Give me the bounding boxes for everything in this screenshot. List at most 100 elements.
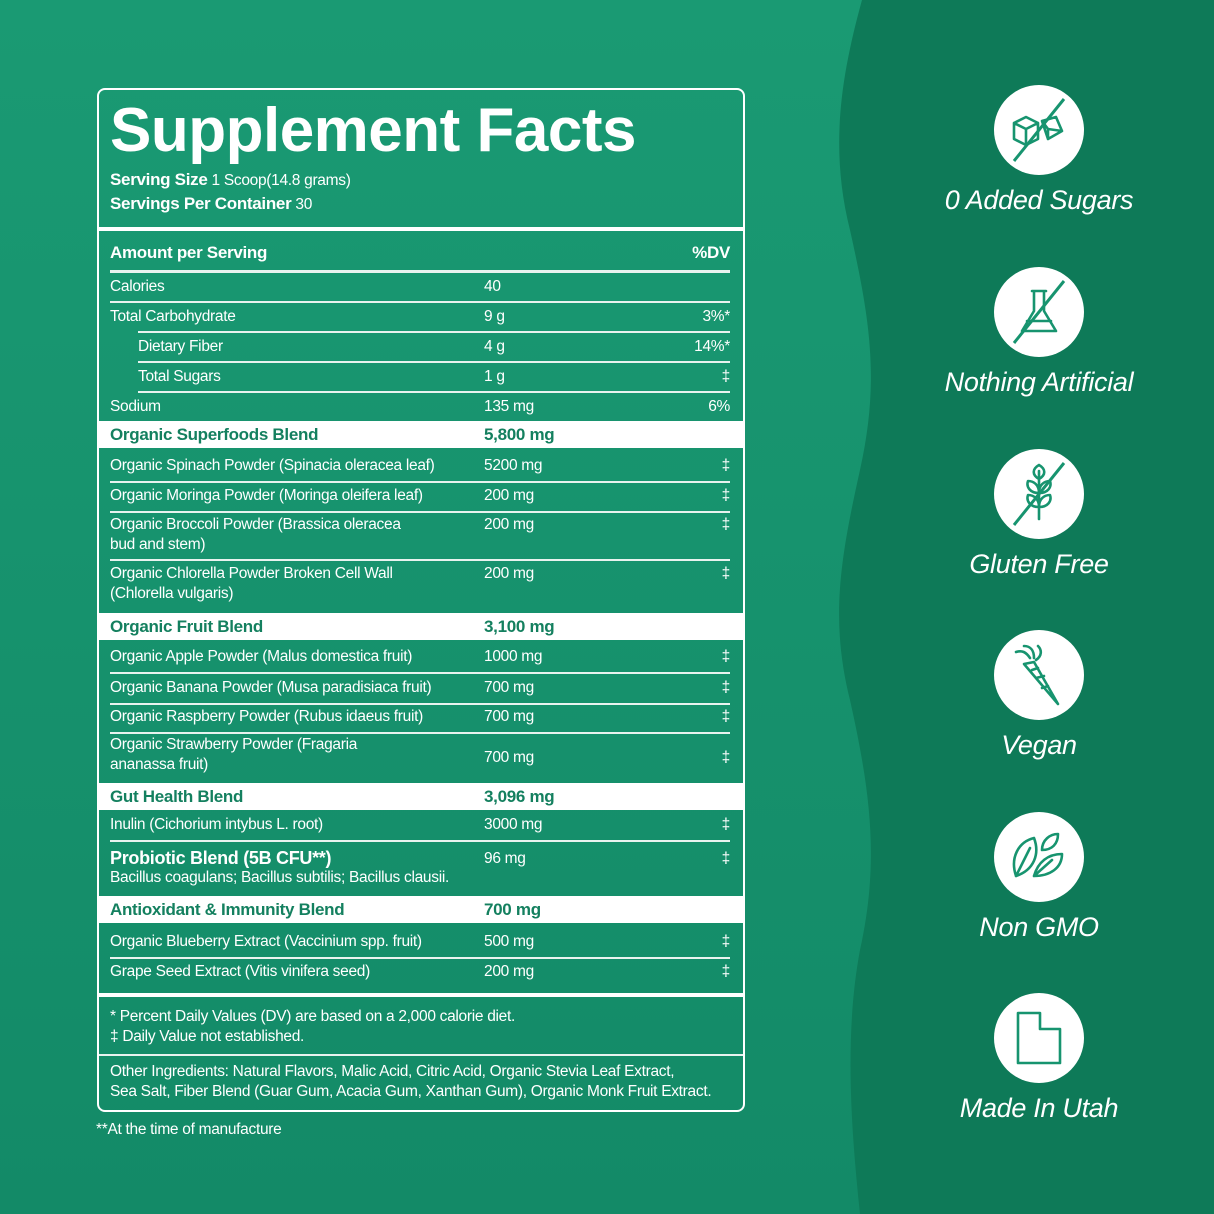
divider (110, 511, 730, 513)
nutrient-name: Total Carbohydrate (110, 308, 236, 325)
ingredient-dv: ‡ (721, 565, 731, 582)
no-flask-icon (994, 267, 1084, 357)
ingredient-dv: ‡ (721, 933, 731, 950)
badge-label: Nothing Artificial (944, 367, 1134, 397)
nutrient-amount: 40 (484, 278, 501, 295)
blend-header-band (99, 613, 743, 640)
ingredient-amount: 200 mg (484, 487, 534, 504)
ingredient-dv: ‡ (721, 457, 731, 474)
ingredient-name: Probiotic Blend (5B CFU**) (110, 848, 332, 868)
blend-header-band (99, 896, 743, 923)
divider (110, 732, 730, 734)
ingredient-name: Organic Strawberry Powder (Fragaria (110, 736, 358, 753)
ingredient-name: Organic Spinach Powder (Spinacia olerace… (110, 457, 435, 474)
badge-label: Vegan (1001, 730, 1077, 760)
blend-amount: 700 mg (484, 900, 541, 919)
divider (110, 481, 730, 483)
supplement-facts-panel (97, 88, 745, 1112)
badge-label: Non GMO (979, 912, 1099, 942)
ingredient-dv: ‡ (721, 487, 731, 504)
ingredient-name-continued: bud and stem) (110, 536, 206, 553)
nutrient-name: Calories (110, 278, 165, 295)
divider (110, 703, 730, 705)
divider (110, 957, 730, 959)
no-sugar-cubes-icon (994, 85, 1084, 175)
ingredient-name: Inulin (Cichorium intybus L. root) (110, 816, 323, 833)
ingredient-dv: ‡ (721, 850, 731, 867)
nutrient-name: Sodium (110, 398, 161, 415)
badge-vegan (994, 630, 1084, 720)
ingredient-amount: 700 mg (484, 749, 534, 766)
ingredient-amount: 200 mg (484, 516, 534, 533)
ingredient-name: Organic Chlorella Powder Broken Cell Wal… (110, 565, 393, 582)
nutrient-name: Dietary Fiber (138, 338, 223, 355)
ingredient-name: Organic Moringa Powder (Moringa oleifera… (110, 487, 423, 504)
ingredient-dv: ‡ (721, 816, 731, 833)
other-ingredients-line2: Sea Salt, Fiber Blend (Guar Gum, Acacia … (110, 1083, 712, 1100)
footnote-not-established: ‡ Daily Value not established. (110, 1028, 305, 1045)
manufacture-note: **At the time of manufacture (96, 1121, 282, 1138)
ingredient-amount: 500 mg (484, 933, 534, 950)
divider (138, 361, 730, 363)
nutrient-dv: 3%* (702, 308, 730, 325)
ingredient-amount: 700 mg (484, 708, 534, 725)
blend-header-band (99, 783, 743, 810)
badge-label: 0 Added Sugars (944, 185, 1134, 215)
nutrient-dv: 14%* (694, 338, 730, 355)
dv-header: %DV (692, 243, 730, 262)
blend-name: Organic Fruit Blend (110, 617, 263, 636)
badge-made-in-utah (994, 993, 1084, 1083)
divider (110, 840, 730, 842)
ingredient-name-continued: ananassa fruit) (110, 756, 209, 773)
ingredient-dv: ‡ (721, 679, 731, 696)
ingredient-dv: ‡ (721, 516, 731, 533)
badge-label: Gluten Free (969, 549, 1109, 579)
divider (110, 301, 730, 303)
ingredient-amount: 5200 mg (484, 457, 543, 474)
servings-label: Servings Per Container (110, 194, 292, 213)
ingredient-name: Organic Raspberry Powder (Rubus idaeus f… (110, 708, 423, 725)
blend-amount: 3,100 mg (484, 617, 555, 636)
carrot-icon (994, 630, 1084, 720)
nutrient-amount: 135 mg (484, 398, 534, 415)
badge-0-added-sugars (994, 85, 1084, 175)
blend-name: Gut Health Blend (110, 787, 244, 806)
divider (99, 1054, 743, 1056)
divider (110, 672, 730, 674)
ingredient-dv: ‡ (721, 963, 731, 980)
ingredient-amount: 1000 mg (484, 648, 543, 665)
blend-header-band (99, 421, 743, 448)
blend-amount: 5,800 mg (484, 425, 555, 444)
ingredient-amount: 200 mg (484, 963, 534, 980)
badge-non-gmo (994, 812, 1084, 902)
nutrient-amount: 9 g (484, 308, 505, 325)
divider (110, 559, 730, 561)
facts-title: Supplement Facts (110, 96, 637, 165)
amount-header: Amount per Serving (110, 243, 268, 262)
blend-amount: 3,096 mg (484, 787, 555, 806)
nutrient-name: Total Sugars (138, 368, 221, 385)
utah-state-icon (994, 993, 1084, 1083)
nutrient-amount: 1 g (484, 368, 505, 385)
ingredient-dv: ‡ (721, 749, 731, 766)
ingredient-name: Organic Broccoli Powder (Brassica olerac… (110, 516, 401, 533)
blend-name: Antioxidant & Immunity Blend (110, 900, 345, 919)
serving-size-value: 1 Scoop(14.8 grams) (211, 172, 351, 189)
no-wheat-icon (994, 449, 1084, 539)
nutrient-amount: 4 g (484, 338, 505, 355)
ingredient-name: Organic Apple Powder (Malus domestica fr… (110, 648, 413, 665)
leaves-icon (994, 812, 1084, 902)
divider (99, 227, 743, 231)
ingredient-name-continued: Bacillus coagulans; Bacillus subtilis; B… (110, 869, 449, 886)
ingredient-amount: 200 mg (484, 565, 534, 582)
divider (110, 270, 730, 273)
divider (138, 331, 730, 333)
ingredient-name: Organic Banana Powder (Musa paradisiaca … (110, 679, 432, 696)
ingredient-amount: 96 mg (484, 850, 526, 867)
footnote-dv: * Percent Daily Values (DV) are based on… (110, 1008, 516, 1025)
nutrient-dv: ‡ (721, 368, 731, 385)
ingredient-dv: ‡ (721, 708, 731, 725)
blend-name: Organic Superfoods Blend (110, 425, 319, 444)
ingredient-name: Organic Blueberry Extract (Vaccinium spp… (110, 933, 422, 950)
